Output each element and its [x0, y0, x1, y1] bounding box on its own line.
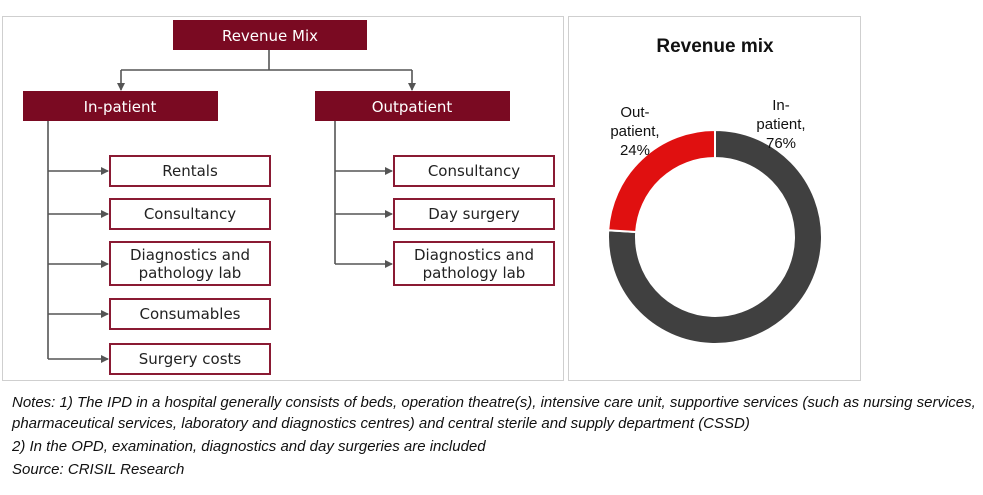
revenue-mix-diagram: Revenue Mix In-patient Outpatient Rental… — [23, 20, 555, 375]
revenue-mix-diagram-panel: Revenue Mix In-patient Outpatient Rental… — [2, 16, 564, 381]
inpatient-item-consultancy: Consultancy — [109, 198, 271, 230]
outpatient-item-diagnostics: Diagnostics and pathology lab — [393, 241, 555, 286]
root-connectors — [117, 50, 416, 91]
inpatient-connectors — [47, 121, 109, 363]
note-2: 2) In the OPD, examination, diagnostics … — [12, 438, 486, 455]
inpatient-item-rentals: Rentals — [109, 155, 271, 187]
inpatient-item-label: Consultancy — [144, 205, 236, 223]
donut-labels: In-patient, 76% Out-patient, 24% — [610, 97, 805, 159]
donut-slices — [607, 128, 823, 345]
donut-label-0: In-patient, 76% — [756, 97, 805, 152]
notes-section: Notes: 1) The IPD in a hospital generall… — [12, 392, 977, 480]
inpatient-item-label: Consumables — [139, 305, 240, 323]
revenue-mix-donut-chart: Revenue mix In-patient, 76% Out-patient, 24… — [607, 36, 823, 345]
root-node-label: Revenue Mix — [222, 27, 318, 45]
inpatient-item-label: Surgery costs — [139, 350, 242, 368]
outpatient-item-consultancy: Consultancy — [393, 155, 555, 187]
donut-slice-1 — [607, 128, 716, 234]
outpatient-item-day-surgery: Day surgery — [393, 198, 555, 230]
note-1: Notes: 1) The IPD in a hospital generall… — [12, 394, 976, 432]
outpatient-item-label: Day surgery — [428, 205, 520, 223]
root-node: Revenue Mix — [173, 20, 367, 50]
donut-slice-0 — [607, 128, 823, 345]
inpatient-item-surgery-costs: Surgery costs — [109, 343, 271, 375]
inpatient-node: In-patient — [23, 91, 218, 121]
inpatient-item-diagnostics: Diagnostics and pathology lab — [109, 241, 271, 286]
outpatient-node: Outpatient — [315, 91, 510, 121]
outpatient-connectors — [334, 121, 393, 268]
inpatient-item-label: Diagnostics and pathology lab — [130, 246, 250, 282]
outpatient-item-label: Consultancy — [428, 162, 520, 180]
inpatient-item-consumables: Consumables — [109, 298, 271, 330]
inpatient-node-label: In-patient — [84, 98, 157, 116]
revenue-mix-chart-panel: Revenue mix In-patient, 76% Out-patient, 24… — [568, 16, 861, 381]
outpatient-node-label: Outpatient — [372, 98, 453, 116]
chart-title: Revenue mix — [656, 36, 774, 57]
inpatient-item-label: Rentals — [162, 162, 218, 180]
outpatient-item-label: Diagnostics and pathology lab — [414, 246, 534, 282]
donut-label-1: Out-patient, 24% — [610, 104, 659, 159]
source-note: Source: CRISIL Research — [12, 461, 185, 478]
